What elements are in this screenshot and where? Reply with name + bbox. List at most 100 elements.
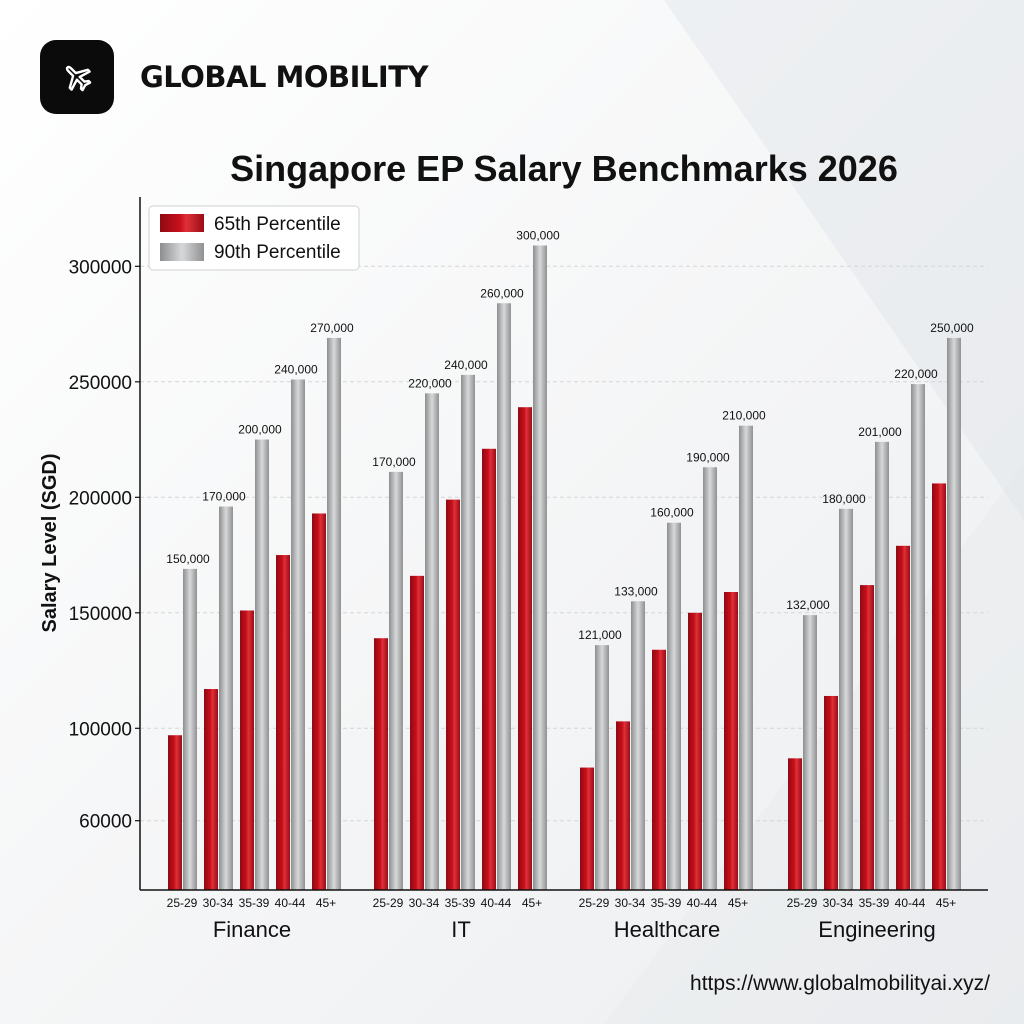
data-label: 200,000 xyxy=(238,423,282,437)
x-tick-label: 30-34 xyxy=(409,896,440,910)
data-label: 180,000 xyxy=(822,492,866,506)
x-tick-label: 30-34 xyxy=(823,896,854,910)
data-label: 133,000 xyxy=(614,584,658,598)
data-label: 300,000 xyxy=(516,229,560,243)
bar-65th xyxy=(688,612,702,890)
bar-90th xyxy=(739,425,753,890)
bar-65th xyxy=(410,575,424,890)
data-label: 260,000 xyxy=(480,286,524,300)
data-label: 132,000 xyxy=(786,598,830,612)
y-tick-label: 150000 xyxy=(69,604,132,625)
x-tick-label: 35-39 xyxy=(445,896,476,910)
data-label: 160,000 xyxy=(650,506,694,520)
chart-title: Singapore EP Salary Benchmarks 2026 xyxy=(230,148,898,189)
website-url[interactable]: https://www.globalmobilityai.xyz/ xyxy=(690,972,990,995)
data-label: 250,000 xyxy=(930,321,974,335)
brand-name: GLOBAL MOBILITY xyxy=(140,60,428,94)
bar-90th xyxy=(255,439,269,890)
x-tick-label: 35-39 xyxy=(859,896,890,910)
bar-65th xyxy=(824,695,838,890)
x-tick-label: 35-39 xyxy=(239,896,270,910)
y-tick-label: 100000 xyxy=(69,719,132,740)
bar-65th xyxy=(860,585,874,890)
data-label: 220,000 xyxy=(408,376,452,390)
bar-65th xyxy=(580,767,594,890)
data-label: 190,000 xyxy=(686,450,730,464)
bar-90th xyxy=(839,508,853,890)
bar-90th xyxy=(425,393,439,890)
bar-90th xyxy=(631,601,645,890)
group-label: Finance xyxy=(213,917,291,942)
bar-90th xyxy=(219,506,233,890)
bar-65th xyxy=(896,545,910,890)
x-tick-label: 40-44 xyxy=(275,896,306,910)
x-tick-label: 45+ xyxy=(936,896,956,910)
x-tick-label: 25-29 xyxy=(373,896,404,910)
data-label: 121,000 xyxy=(578,628,622,642)
data-label: 220,000 xyxy=(894,367,938,381)
data-label: 170,000 xyxy=(372,455,416,469)
logo xyxy=(40,40,114,114)
bar-65th xyxy=(168,735,182,890)
bar-65th xyxy=(312,513,326,890)
bar-90th xyxy=(291,379,305,890)
group-label: IT xyxy=(451,917,471,942)
legend-label-90th: 90th Percentile xyxy=(214,242,341,263)
data-label: 170,000 xyxy=(202,490,246,504)
bar-90th xyxy=(183,568,197,890)
bar-65th xyxy=(652,649,666,890)
bar-65th xyxy=(446,499,460,890)
legend-swatch-90th xyxy=(160,243,204,261)
bar-65th xyxy=(240,610,254,890)
bar-65th xyxy=(518,407,532,890)
bar-90th xyxy=(911,384,925,890)
x-tick-label: 45+ xyxy=(316,896,336,910)
x-tick-label: 40-44 xyxy=(687,896,718,910)
data-label: 150,000 xyxy=(166,552,210,566)
legend-swatch-65th xyxy=(160,214,204,232)
bar-90th xyxy=(533,245,547,890)
data-label: 240,000 xyxy=(274,362,318,376)
y-axis-label: Salary Level (SGD) xyxy=(39,454,61,633)
bar-65th xyxy=(276,555,290,890)
group-label: Engineering xyxy=(818,917,935,942)
bar-90th xyxy=(461,374,475,890)
x-tick-label: 40-44 xyxy=(895,896,926,910)
data-label: 201,000 xyxy=(858,425,902,439)
y-tick-label: 300000 xyxy=(69,257,132,278)
bar-90th xyxy=(497,303,511,890)
x-tick-label: 40-44 xyxy=(481,896,512,910)
bar-65th xyxy=(374,638,388,890)
bar-90th xyxy=(389,471,403,890)
legend-label-65th: 65th Percentile xyxy=(214,214,341,235)
bar-65th xyxy=(616,721,630,890)
background-decoration xyxy=(664,0,1024,520)
brand-header: GLOBAL MOBILITY xyxy=(40,40,428,114)
airplane-icon xyxy=(65,65,92,92)
legend: 65th Percentile 90th Percentile xyxy=(148,205,360,271)
bar-90th xyxy=(703,467,717,890)
x-tick-label: 25-29 xyxy=(167,896,198,910)
x-tick-label: 30-34 xyxy=(615,896,646,910)
bar-65th xyxy=(788,758,802,890)
data-label: 240,000 xyxy=(444,358,488,372)
x-tick-label: 30-34 xyxy=(203,896,234,910)
bar-90th xyxy=(947,337,961,890)
y-tick-label: 60000 xyxy=(79,812,132,833)
bar-90th xyxy=(595,645,609,890)
group-label: Healthcare xyxy=(614,917,720,942)
bar-90th xyxy=(803,615,817,890)
data-label: 210,000 xyxy=(722,409,766,423)
bar-65th xyxy=(204,689,218,890)
y-tick-label: 200000 xyxy=(69,488,132,509)
x-tick-label: 45+ xyxy=(728,896,748,910)
y-tick-label: 250000 xyxy=(69,373,132,394)
bar-90th xyxy=(875,441,889,890)
bar-65th xyxy=(482,448,496,890)
bar-65th xyxy=(724,592,738,890)
x-tick-label: 25-29 xyxy=(579,896,610,910)
bar-90th xyxy=(667,522,681,890)
data-label: 270,000 xyxy=(310,321,354,335)
x-tick-label: 35-39 xyxy=(651,896,682,910)
